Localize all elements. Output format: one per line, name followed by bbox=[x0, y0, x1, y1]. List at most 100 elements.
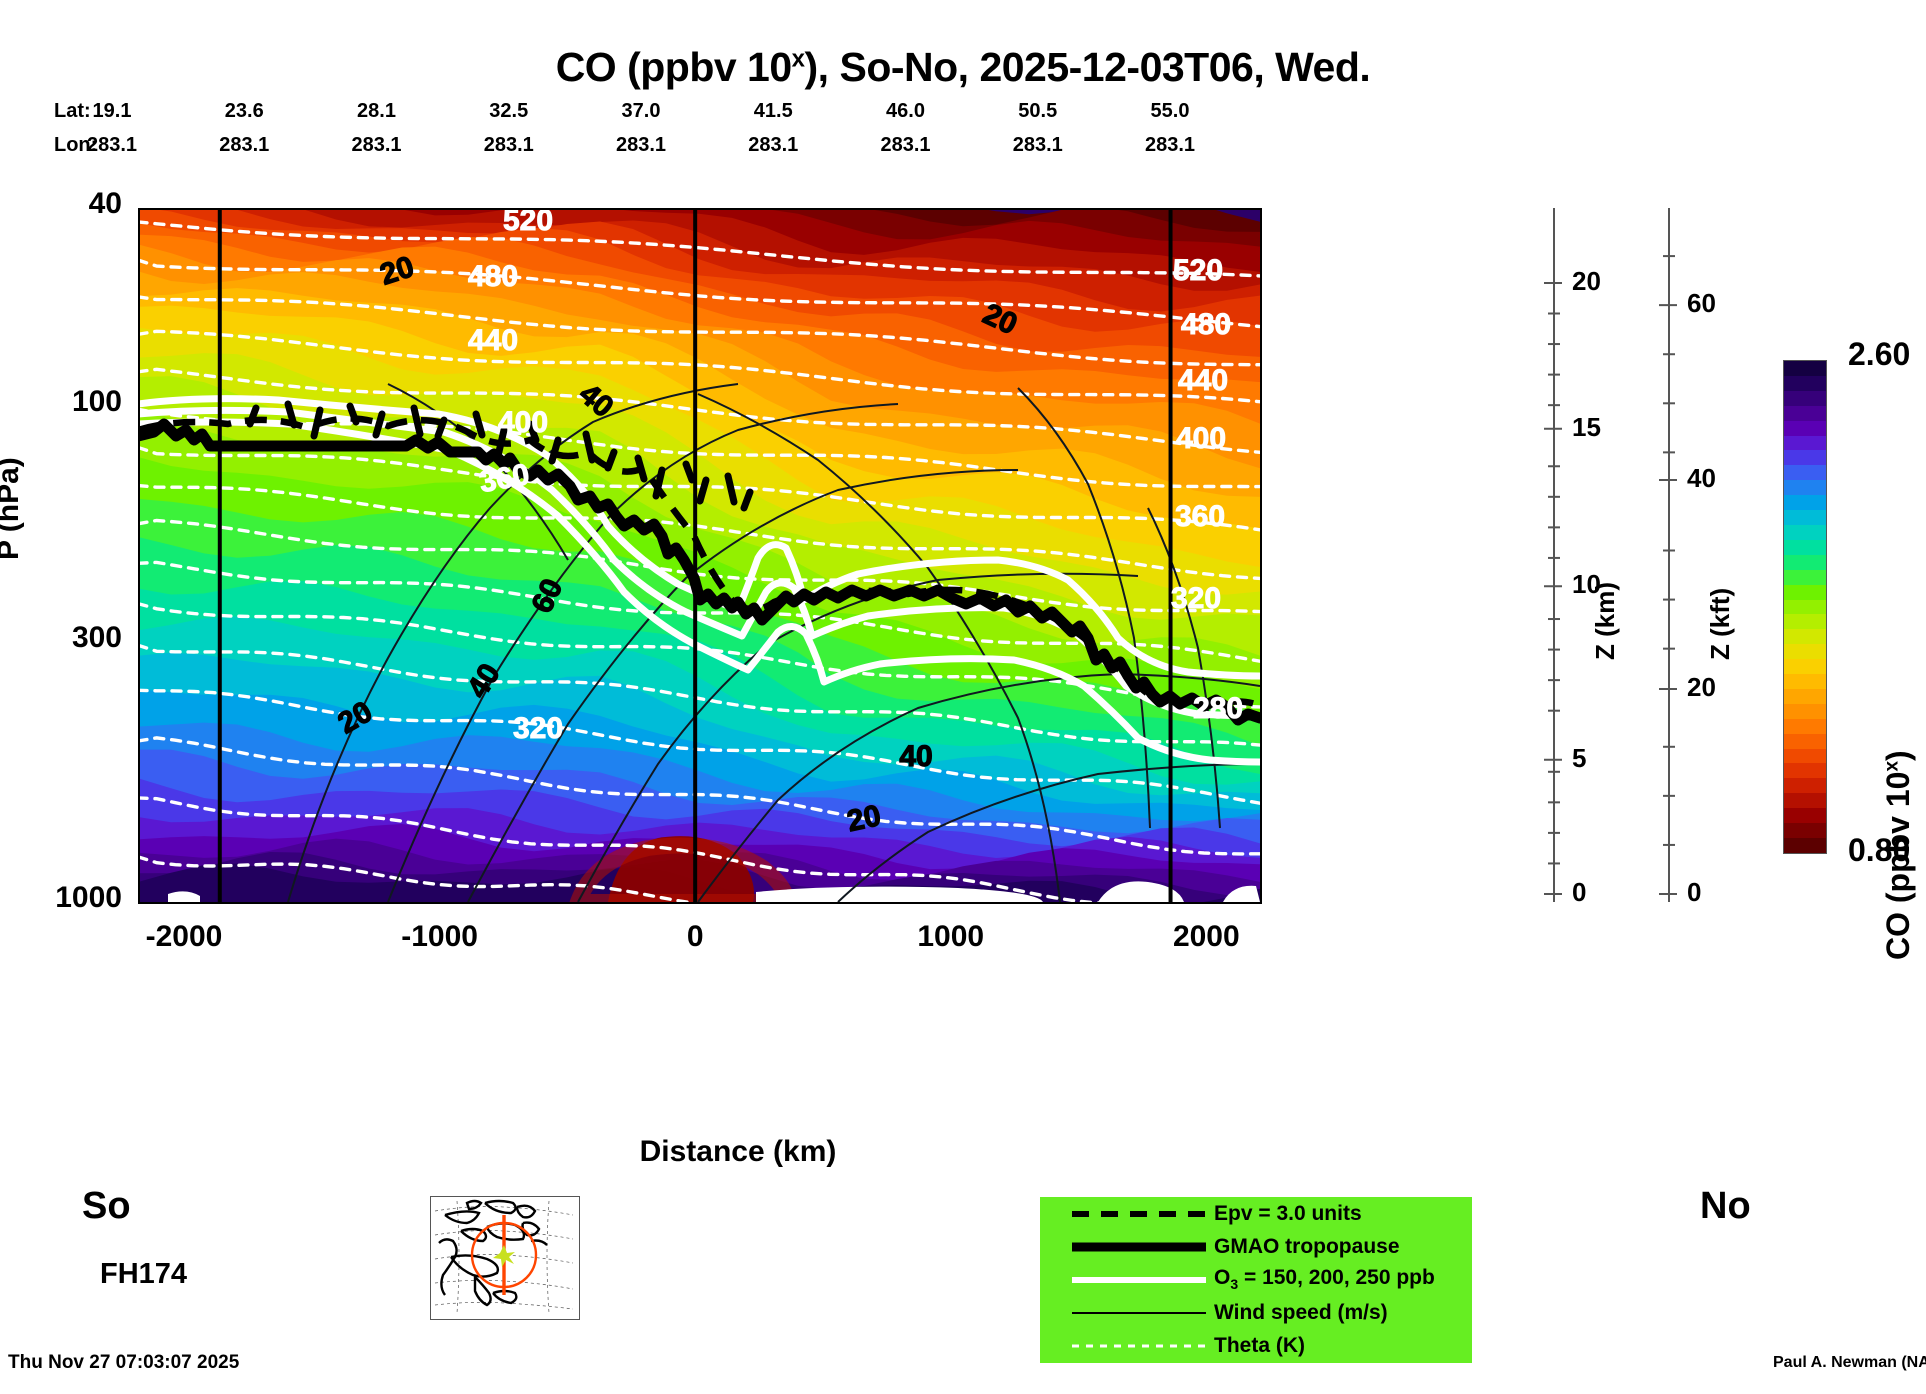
inset-location-map[interactable] bbox=[430, 1196, 580, 1320]
dotted-white-line-icon bbox=[1064, 1329, 1214, 1362]
colorbar-segment bbox=[1784, 614, 1826, 630]
colorbar-title: CO (ppbv 10x) bbox=[1880, 750, 1916, 960]
contour-label: 480 bbox=[1181, 308, 1231, 341]
lat-value: 19.1 bbox=[92, 100, 132, 122]
z-kft-axis-title: Z (kft) bbox=[1705, 587, 1735, 660]
colorbar-segment bbox=[1784, 569, 1826, 585]
colorbar-segment bbox=[1784, 703, 1826, 719]
lat-value: 23.6 bbox=[224, 100, 264, 122]
generation-timestamp: Thu Nov 27 07:03:07 2025 bbox=[8, 1352, 240, 1373]
z-km-tick-label: 5 bbox=[1572, 742, 1587, 773]
epv-dash-segment bbox=[652, 466, 666, 500]
endpoint-label-south: So bbox=[82, 1185, 131, 1227]
epv-contour bbox=[138, 415, 1260, 709]
lon-value: 283.1 bbox=[483, 134, 534, 156]
epv-dash-segment bbox=[372, 410, 386, 439]
distance-tick-label: -1000 bbox=[401, 920, 478, 953]
epv-dash-segment bbox=[284, 400, 298, 429]
pressure-tick-label: 300 bbox=[71, 621, 122, 655]
distance-tick-label: 0 bbox=[686, 920, 704, 953]
z-km-tick-label: 20 bbox=[1572, 265, 1601, 296]
colorbar-segment bbox=[1784, 465, 1826, 481]
colorbar-segment bbox=[1784, 778, 1826, 794]
thick-white-line-icon bbox=[1064, 1263, 1214, 1296]
legend-item-windspeed: Wind speed (m/s) bbox=[1040, 1296, 1472, 1329]
epv-dash-segment bbox=[494, 426, 508, 460]
wind-speed-contour bbox=[287, 383, 739, 902]
colorbar-segment bbox=[1784, 599, 1826, 615]
terrain-mask bbox=[168, 881, 1260, 902]
contour-label: 440 bbox=[1178, 364, 1228, 397]
colorbar-segment bbox=[1784, 838, 1826, 853]
lon-value: 283.1 bbox=[1144, 134, 1196, 156]
epv-dash-segment bbox=[604, 448, 618, 472]
wind-speed-contour bbox=[837, 763, 1260, 902]
colorbar-segment bbox=[1784, 733, 1826, 749]
z-kft-axis bbox=[1659, 208, 1677, 902]
inset-map-graphic bbox=[434, 1199, 574, 1314]
colorbar-segment bbox=[1784, 793, 1826, 809]
z-kft-tick-label: 0 bbox=[1687, 877, 1702, 907]
title-superscript: x bbox=[791, 45, 805, 73]
inset-star-marker bbox=[493, 1245, 515, 1267]
epv-dash-segment bbox=[582, 430, 596, 464]
forecast-hour-label: FH174 bbox=[100, 1258, 188, 1290]
theta-contour bbox=[138, 736, 1260, 856]
colorbar bbox=[1783, 360, 1827, 854]
z-km-tick-label: 15 bbox=[1572, 411, 1601, 442]
lat-value: 46.0 bbox=[886, 100, 925, 122]
lon-value: 283.1 bbox=[351, 134, 402, 156]
colorbar-segment bbox=[1784, 763, 1826, 779]
epv-dash-segment bbox=[724, 472, 738, 506]
epv-dash-segment bbox=[346, 402, 360, 426]
legend-label-epv: Epv = 3.0 units bbox=[1214, 1201, 1362, 1225]
pressure-tick-label: 100 bbox=[71, 384, 122, 418]
legend-label-theta: Theta (K) bbox=[1214, 1333, 1305, 1357]
contour-label: 520 bbox=[503, 208, 553, 237]
contour-label: 440 bbox=[468, 324, 518, 357]
page-title: CO (ppbv 10x), So-No, 2025-12-03T06, Wed… bbox=[0, 44, 1926, 91]
theta-contour bbox=[138, 796, 1111, 902]
lon-value: 283.1 bbox=[219, 134, 270, 156]
contour-label: 360 bbox=[1175, 500, 1225, 533]
lon-row-label: Lon: bbox=[54, 134, 98, 156]
colorbar-segment bbox=[1784, 674, 1826, 689]
wind-speed-contour bbox=[697, 672, 1260, 902]
colorbar-min-label: 0.80 bbox=[1848, 832, 1911, 868]
thick-black-line-icon bbox=[1064, 1230, 1214, 1263]
epv-dash-segment bbox=[434, 416, 448, 440]
contour-label: 320 bbox=[513, 712, 563, 745]
epv-dash-segment bbox=[310, 406, 324, 440]
z-km-tick-label: 10 bbox=[1572, 569, 1601, 600]
epv-dash-segment bbox=[696, 476, 710, 505]
lon-value: 283.1 bbox=[880, 134, 931, 156]
lat-value: 50.5 bbox=[1018, 100, 1058, 122]
epv-dash-segment bbox=[410, 404, 424, 438]
colorbar-segment bbox=[1784, 390, 1826, 406]
theta-contour bbox=[138, 367, 1260, 454]
z-kft-tick-label: 20 bbox=[1687, 671, 1716, 702]
legend-label-tropopause: GMAO tropopause bbox=[1214, 1234, 1400, 1258]
wind-speed-contour bbox=[697, 393, 1061, 902]
ozone-contour bbox=[138, 395, 1260, 680]
colorbar-segment bbox=[1784, 718, 1826, 734]
title-suffix: ), So-No, 2025-12-03T06, Wed. bbox=[804, 44, 1371, 90]
theta-contour bbox=[138, 445, 1260, 532]
legend-item-theta: Theta (K) bbox=[1040, 1329, 1472, 1362]
colorbar-max-label: 2.60 bbox=[1848, 336, 1911, 372]
cross-section-plot[interactable]: 520 480 440 400 360 320 520 480 440 400 360 320 280 2… bbox=[138, 208, 1260, 902]
colorbar-segment bbox=[1784, 375, 1826, 391]
distance-tick-label: -2000 bbox=[145, 920, 223, 953]
legend-item-ozone: O3 = 150, 200, 250 ppb bbox=[1040, 1263, 1472, 1296]
lon-value: 283.1 bbox=[748, 134, 799, 156]
z-km-axis-title: Z (km) bbox=[1590, 582, 1620, 660]
colorbar-segment bbox=[1784, 361, 1826, 376]
lon-value: 283.1 bbox=[1012, 134, 1063, 156]
z-kft-tick-label: 60 bbox=[1687, 288, 1716, 319]
endpoint-label-north: No bbox=[1700, 1185, 1751, 1227]
colorbar-segment bbox=[1784, 688, 1826, 704]
pressure-tick-label: 1000 bbox=[55, 881, 122, 914]
distance-tick-label: 1000 bbox=[917, 920, 985, 953]
colorbar-segment bbox=[1784, 405, 1826, 421]
lat-value: 28.1 bbox=[357, 100, 396, 122]
